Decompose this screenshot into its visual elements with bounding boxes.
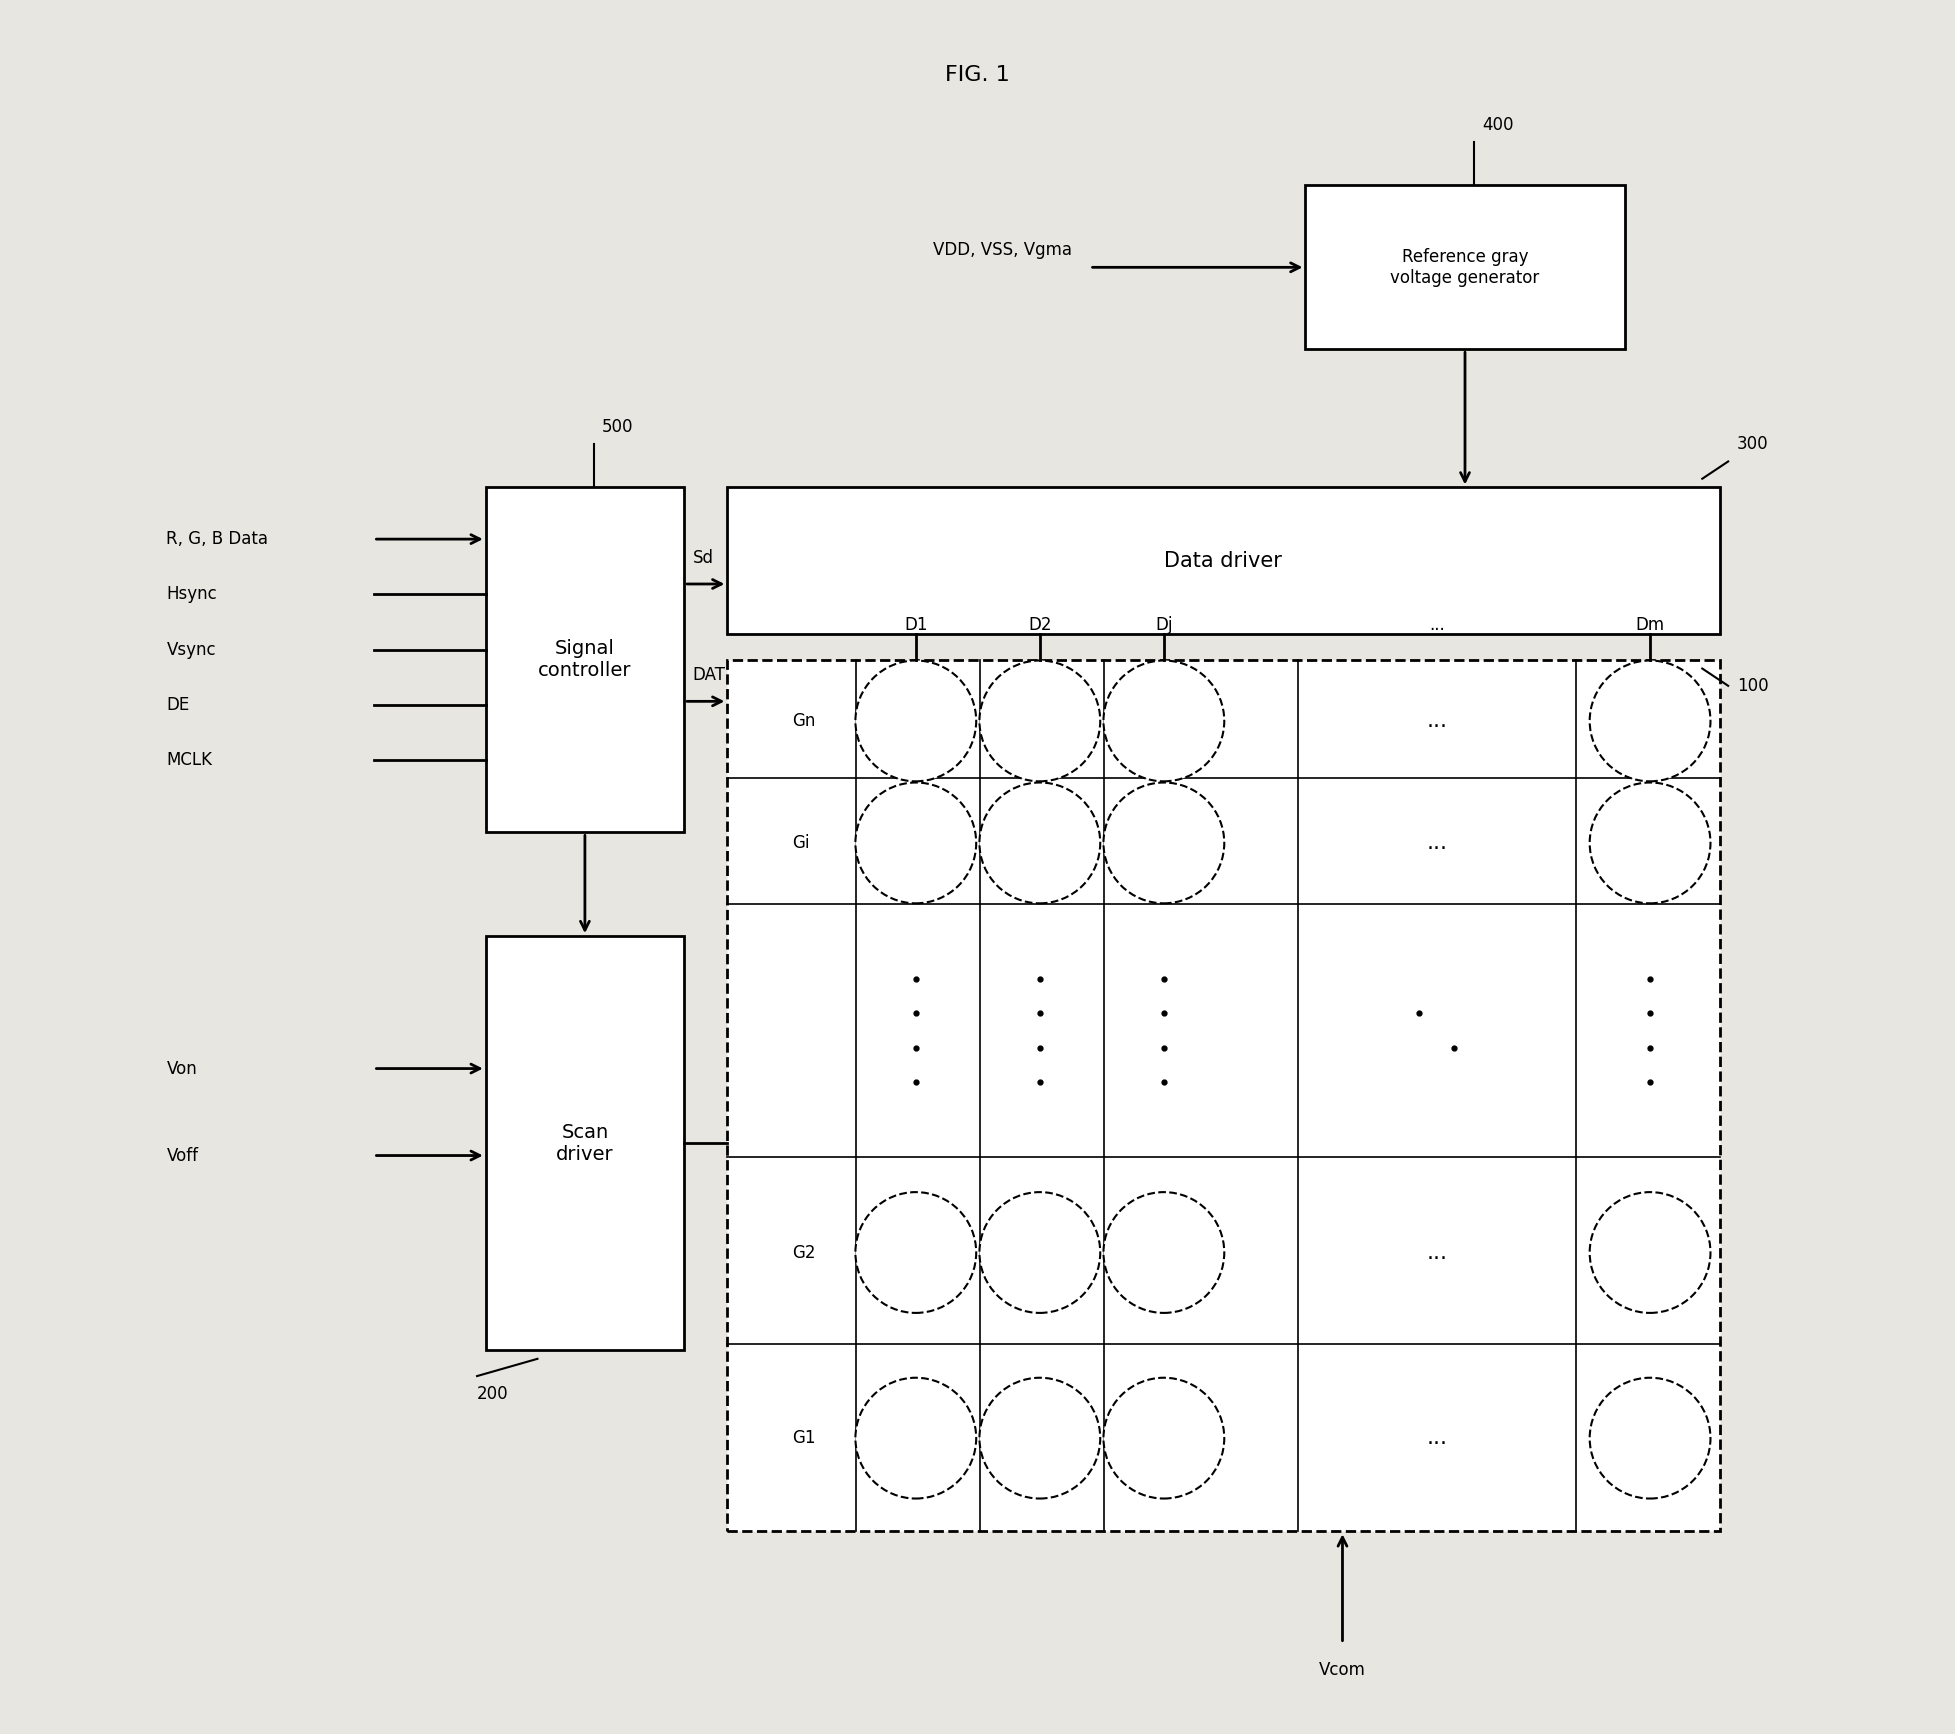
Circle shape [856, 1191, 976, 1313]
Text: Scan
driver: Scan driver [555, 1122, 614, 1164]
Circle shape [1103, 661, 1224, 782]
Bar [485, 487, 684, 832]
Circle shape [1589, 782, 1711, 903]
Circle shape [979, 782, 1101, 903]
Text: Gi: Gi [792, 834, 809, 851]
Text: 400: 400 [1482, 116, 1513, 134]
Text: 500: 500 [602, 418, 633, 435]
Circle shape [856, 782, 976, 903]
Circle shape [1103, 1191, 1224, 1313]
Circle shape [979, 661, 1101, 782]
Text: ...: ... [1429, 616, 1445, 635]
Text: ...: ... [1427, 832, 1447, 853]
Text: Sd: Sd [692, 548, 714, 567]
Text: Von: Von [166, 1059, 197, 1077]
Bar [727, 487, 1720, 635]
Circle shape [979, 1191, 1101, 1313]
Circle shape [1589, 1379, 1711, 1498]
Text: Dj: Dj [1155, 616, 1173, 635]
Circle shape [1103, 782, 1224, 903]
Text: 100: 100 [1736, 678, 1769, 695]
Text: FIG. 1: FIG. 1 [944, 64, 1011, 85]
Text: Reference gray
voltage generator: Reference gray voltage generator [1390, 248, 1541, 286]
Text: MCLK: MCLK [166, 751, 213, 768]
Text: R, G, B Data: R, G, B Data [166, 531, 268, 548]
Text: 300: 300 [1736, 435, 1769, 453]
Text: D2: D2 [1028, 616, 1052, 635]
Text: Hsync: Hsync [166, 586, 217, 603]
Text: G2: G2 [792, 1243, 815, 1262]
Bar [727, 661, 1720, 1531]
Text: ...: ... [1427, 1429, 1447, 1448]
Circle shape [979, 1379, 1101, 1498]
Text: DE: DE [166, 695, 190, 714]
Text: VDD, VSS, Vgma: VDD, VSS, Vgma [933, 241, 1073, 258]
Text: D1: D1 [903, 616, 927, 635]
Text: ...: ... [1427, 711, 1447, 732]
Circle shape [1103, 1379, 1224, 1498]
Circle shape [1589, 1191, 1711, 1313]
Text: Voff: Voff [166, 1146, 199, 1165]
Text: Gn: Gn [792, 713, 815, 730]
Circle shape [1589, 661, 1711, 782]
Text: 200: 200 [477, 1385, 508, 1403]
Text: DAT: DAT [692, 666, 725, 685]
Text: Data driver: Data driver [1165, 551, 1282, 570]
Text: Dm: Dm [1636, 616, 1664, 635]
Text: ...: ... [1427, 1243, 1447, 1262]
Text: G1: G1 [792, 1429, 815, 1448]
Text: Vsync: Vsync [166, 640, 217, 659]
Text: Vcom: Vcom [1320, 1661, 1367, 1679]
Circle shape [856, 1379, 976, 1498]
Text: Signal
controller: Signal controller [538, 640, 631, 680]
Bar [485, 936, 684, 1351]
Bar [1306, 186, 1625, 349]
Circle shape [856, 661, 976, 782]
